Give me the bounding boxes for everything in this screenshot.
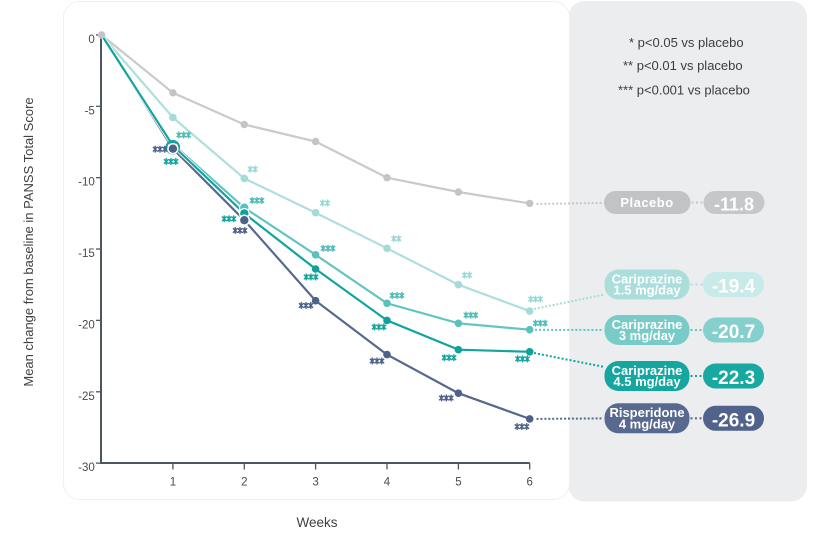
svg-text:-20.7: -20.7 (712, 322, 755, 343)
svg-text:* p<0.05 vs placebo: * p<0.05 vs placebo (629, 35, 744, 50)
svg-text:1: 1 (170, 477, 176, 489)
svg-text:3 mg/day: 3 mg/day (619, 328, 676, 343)
svg-text:-26.9: -26.9 (712, 410, 755, 431)
svg-text:Weeks: Weeks (296, 515, 337, 530)
svg-text:*** p<0.001 vs placebo: *** p<0.001 vs placebo (618, 83, 750, 98)
svg-text:4: 4 (384, 477, 391, 489)
svg-text:Cariprazine: Cariprazine (612, 317, 683, 332)
svg-text:-15: -15 (78, 248, 95, 260)
svg-text:3: 3 (312, 477, 318, 489)
svg-text:-19.4: -19.4 (712, 277, 756, 298)
svg-text:Mean change from baseline in P: Mean change from baseline in PANSS Total… (21, 97, 36, 386)
svg-text:2: 2 (241, 477, 247, 489)
svg-text:Placebo: Placebo (620, 195, 673, 210)
svg-text:-25: -25 (78, 391, 95, 403)
svg-text:-20: -20 (78, 319, 95, 331)
svg-text:0: 0 (88, 34, 94, 46)
svg-text:Cariprazine: Cariprazine (612, 363, 683, 378)
svg-text:-11.8: -11.8 (714, 195, 754, 215)
svg-text:4 mg/day: 4 mg/day (619, 416, 676, 431)
svg-text:1.5 mg/day: 1.5 mg/day (613, 283, 681, 298)
svg-text:4.5 mg/day: 4.5 mg/day (613, 374, 681, 389)
svg-text:6: 6 (526, 477, 532, 489)
svg-text:Cariprazine: Cariprazine (612, 271, 683, 286)
svg-text:-5: -5 (85, 105, 95, 117)
svg-text:** p<0.01 vs placebo: ** p<0.01 vs placebo (623, 58, 743, 73)
svg-text:-30: -30 (78, 462, 95, 474)
svg-text:-10: -10 (78, 177, 95, 189)
svg-text:Risperidone: Risperidone (609, 405, 684, 420)
svg-text:5: 5 (455, 477, 461, 489)
svg-text:-22.3: -22.3 (712, 368, 755, 389)
